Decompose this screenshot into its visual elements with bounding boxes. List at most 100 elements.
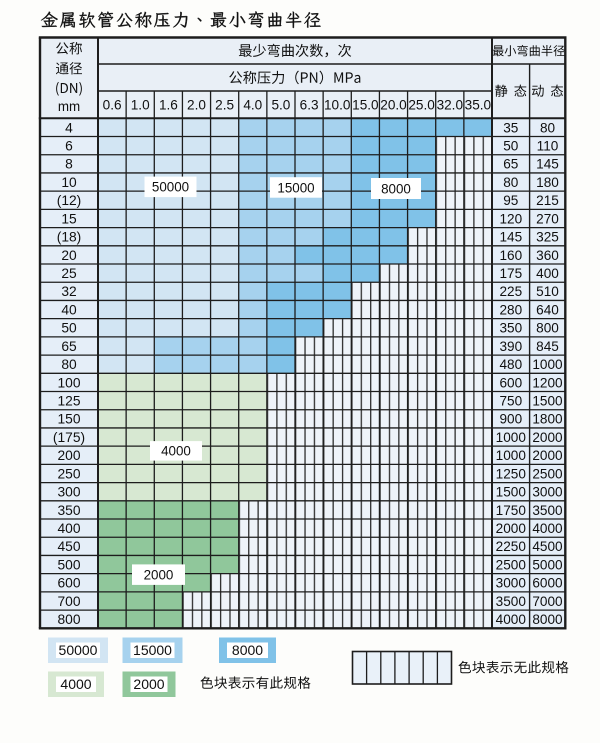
- svg-text:640: 640: [536, 302, 559, 317]
- svg-text:32.0: 32.0: [437, 98, 464, 113]
- svg-text:4000: 4000: [532, 521, 563, 536]
- svg-text:0.6: 0.6: [103, 98, 122, 113]
- svg-text:2250: 2250: [496, 539, 527, 554]
- svg-text:5000: 5000: [532, 557, 563, 572]
- svg-text:4000: 4000: [60, 676, 91, 692]
- svg-text:65: 65: [503, 157, 518, 172]
- svg-text:400: 400: [536, 266, 559, 281]
- svg-text:300: 300: [57, 485, 80, 500]
- svg-text:40: 40: [61, 302, 77, 317]
- svg-text:8000: 8000: [232, 642, 263, 658]
- svg-text:4000: 4000: [161, 444, 191, 459]
- svg-text:50000: 50000: [59, 642, 98, 658]
- svg-text:2500: 2500: [496, 557, 527, 572]
- svg-text:120: 120: [499, 211, 522, 226]
- svg-text:35: 35: [503, 120, 518, 135]
- svg-text:1200: 1200: [532, 375, 563, 390]
- svg-text:(175): (175): [53, 430, 85, 445]
- svg-text:80: 80: [61, 357, 77, 372]
- svg-text:50: 50: [503, 139, 519, 154]
- svg-text:280: 280: [499, 302, 522, 317]
- svg-text:15000: 15000: [133, 642, 172, 658]
- svg-text:2000: 2000: [496, 521, 527, 536]
- svg-text:600: 600: [57, 576, 80, 591]
- svg-text:750: 750: [499, 394, 522, 409]
- svg-text:225: 225: [499, 284, 522, 299]
- svg-text:200: 200: [57, 448, 80, 463]
- svg-text:400: 400: [57, 521, 80, 536]
- svg-text:450: 450: [57, 539, 80, 554]
- svg-text:20: 20: [61, 248, 77, 263]
- svg-text:80: 80: [503, 175, 519, 190]
- svg-text:2500: 2500: [532, 466, 563, 481]
- svg-text:500: 500: [57, 557, 80, 572]
- svg-text:25: 25: [61, 266, 77, 281]
- svg-text:6.3: 6.3: [300, 98, 319, 113]
- svg-text:360: 360: [536, 248, 559, 263]
- svg-text:15.0: 15.0: [352, 98, 379, 113]
- svg-text:1.6: 1.6: [159, 98, 178, 113]
- svg-text:5.0: 5.0: [271, 98, 290, 113]
- svg-text:2000: 2000: [532, 448, 563, 463]
- svg-text:175: 175: [499, 266, 522, 281]
- svg-text:700: 700: [57, 594, 80, 609]
- svg-text:160: 160: [499, 248, 522, 263]
- svg-text:1000: 1000: [496, 430, 527, 445]
- svg-text:(12): (12): [57, 193, 82, 208]
- svg-text:7000: 7000: [532, 594, 563, 609]
- svg-text:4000: 4000: [496, 612, 527, 627]
- svg-text:8000: 8000: [381, 181, 411, 196]
- svg-text:8: 8: [65, 157, 73, 172]
- svg-text:6: 6: [65, 139, 73, 154]
- svg-text:270: 270: [536, 211, 559, 226]
- svg-text:1250: 1250: [496, 466, 527, 481]
- svg-text:800: 800: [57, 612, 80, 627]
- svg-text:1500: 1500: [496, 485, 527, 500]
- svg-text:15: 15: [61, 211, 77, 226]
- svg-text:1000: 1000: [496, 448, 527, 463]
- svg-text:4.0: 4.0: [243, 98, 262, 113]
- svg-text:845: 845: [536, 339, 559, 354]
- svg-text:3500: 3500: [496, 594, 527, 609]
- svg-text:2000: 2000: [144, 567, 174, 582]
- svg-text:2.0: 2.0: [187, 98, 206, 113]
- svg-text:80: 80: [540, 120, 556, 135]
- svg-text:510: 510: [536, 284, 559, 299]
- svg-text:145: 145: [536, 157, 559, 172]
- svg-text:3000: 3000: [496, 576, 527, 591]
- svg-text:1000: 1000: [532, 357, 563, 372]
- svg-text:1750: 1750: [496, 503, 527, 518]
- svg-text:2000: 2000: [532, 430, 563, 445]
- svg-text:110: 110: [537, 139, 559, 154]
- svg-text:10: 10: [61, 175, 77, 190]
- svg-text:3500: 3500: [532, 503, 563, 518]
- svg-text:800: 800: [536, 321, 559, 336]
- svg-text:95: 95: [503, 193, 518, 208]
- svg-text:1800: 1800: [532, 412, 563, 427]
- svg-text:20.0: 20.0: [380, 98, 407, 113]
- svg-text:32: 32: [61, 284, 76, 299]
- svg-text:2000: 2000: [133, 676, 164, 692]
- svg-text:100: 100: [57, 375, 80, 390]
- svg-text:8000: 8000: [532, 612, 563, 627]
- svg-text:215: 215: [536, 193, 559, 208]
- svg-text:3000: 3000: [532, 485, 563, 500]
- svg-text:125: 125: [57, 394, 80, 409]
- svg-text:250: 250: [57, 466, 80, 481]
- svg-text:1500: 1500: [532, 394, 563, 409]
- svg-text:50000: 50000: [152, 180, 189, 195]
- svg-text:mm: mm: [58, 99, 80, 114]
- svg-text:145: 145: [499, 230, 522, 245]
- svg-text:25.0: 25.0: [408, 98, 435, 113]
- svg-text:4500: 4500: [532, 539, 563, 554]
- svg-text:35.0: 35.0: [465, 98, 492, 113]
- svg-text:390: 390: [499, 339, 522, 354]
- svg-text:150: 150: [57, 412, 80, 427]
- svg-text:10.0: 10.0: [324, 98, 351, 113]
- svg-text:15000: 15000: [277, 180, 314, 195]
- svg-text:6000: 6000: [532, 576, 563, 591]
- svg-text:1.0: 1.0: [131, 98, 150, 113]
- svg-text:480: 480: [499, 357, 522, 372]
- svg-text:600: 600: [499, 375, 522, 390]
- svg-text:350: 350: [57, 503, 80, 518]
